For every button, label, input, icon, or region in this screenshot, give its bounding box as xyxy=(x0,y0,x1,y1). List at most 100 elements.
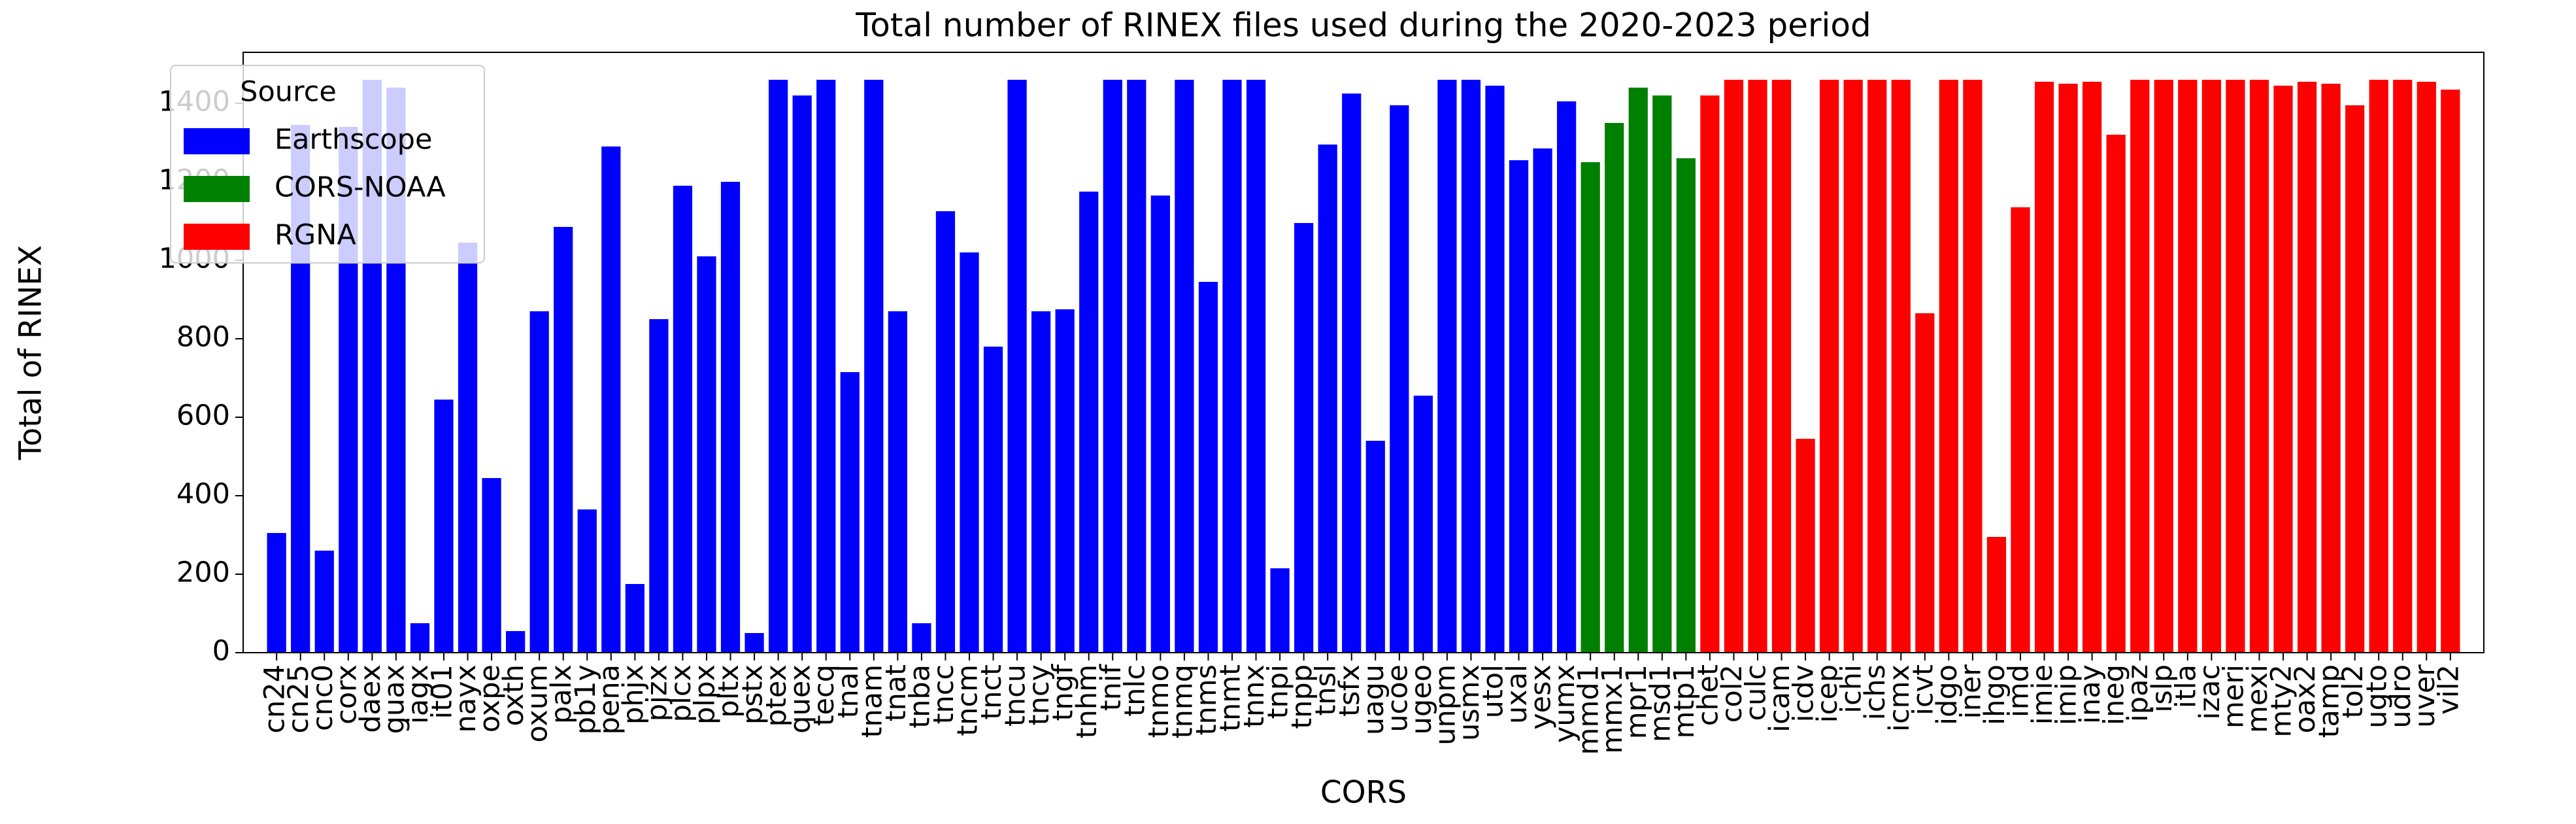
x-tick-label: tnms xyxy=(1190,664,1223,735)
x-tick-label: tncc xyxy=(928,664,960,724)
bar xyxy=(1390,105,1409,653)
bar xyxy=(1127,80,1146,653)
x-tick-label: guax xyxy=(378,664,410,734)
x-tick-label: mtp1 xyxy=(1668,664,1701,738)
x-tick-label: ihgo xyxy=(1979,664,2011,725)
bar xyxy=(1724,80,1744,653)
bar xyxy=(506,631,526,653)
x-tick-label: udro xyxy=(2384,664,2417,729)
x-tick-label: uagu xyxy=(1358,664,1390,735)
legend-swatch xyxy=(184,176,250,202)
bar xyxy=(912,623,931,653)
x-tick-label: tncu xyxy=(999,664,1032,727)
bar xyxy=(744,633,764,653)
y-tick-label: 200 xyxy=(176,557,230,589)
x-tick-label: tamp xyxy=(2313,664,2346,738)
bar xyxy=(2249,80,2269,653)
bar xyxy=(935,211,956,653)
x-tick-label: iner xyxy=(1954,664,1987,719)
x-axis-label: CORS xyxy=(1320,775,1407,811)
x-tick-label: ichs xyxy=(1859,664,1892,720)
bar xyxy=(2201,80,2221,653)
x-tick-label: corx xyxy=(330,664,363,725)
bar xyxy=(482,478,501,653)
x-tick-label: uxal xyxy=(1501,664,1533,724)
bar xyxy=(1581,162,1600,653)
bar xyxy=(1963,80,1982,653)
legend-label: Earthscope xyxy=(275,124,432,156)
bar xyxy=(1294,223,1314,653)
bar xyxy=(649,319,669,653)
x-tick-label: unpm xyxy=(1429,664,1462,746)
bar xyxy=(1986,537,2007,653)
x-tick-label: tsfx xyxy=(1333,664,1366,717)
x-tick-label: tnmq xyxy=(1166,664,1199,738)
bar xyxy=(314,551,334,653)
bar xyxy=(1318,145,1337,653)
bar xyxy=(2345,105,2365,653)
bar xyxy=(554,227,573,653)
bar xyxy=(1915,313,1935,653)
bar xyxy=(960,252,979,653)
x-tick-label: ugeo xyxy=(1405,664,1438,734)
x-tick-label: meri xyxy=(2217,664,2250,729)
x-tick-label: tnnx xyxy=(1238,664,1271,728)
legend-label: CORS-NOAA xyxy=(275,171,446,204)
bar xyxy=(1485,86,1505,653)
x-tick-label: palx xyxy=(545,664,578,724)
bar xyxy=(1222,80,1242,653)
x-tick-label: ineg xyxy=(2098,664,2131,725)
x-tick-label: tnhm xyxy=(1071,664,1103,738)
bar xyxy=(1103,80,1122,653)
x-tick-label: pjzx xyxy=(641,664,673,721)
x-tick-label: icmx xyxy=(1883,664,1916,732)
bar xyxy=(1509,160,1529,653)
bar xyxy=(2417,82,2436,653)
bar xyxy=(2369,80,2388,653)
x-tick-label: oxth xyxy=(497,664,530,727)
x-tick-label: uver xyxy=(2409,664,2441,728)
x-tick-label: cnc0 xyxy=(307,664,339,731)
x-tick-label: phjx xyxy=(617,664,650,725)
x-tick-label: msd1 xyxy=(1644,664,1677,742)
x-tick-label: ptex xyxy=(760,664,793,727)
x-tick-label: tnba xyxy=(903,664,936,729)
bar xyxy=(1437,80,1457,653)
bar xyxy=(1461,80,1481,653)
x-tick-label: tnif xyxy=(1095,664,1128,711)
x-tick-label: tnat xyxy=(880,664,912,721)
bar xyxy=(2106,135,2126,653)
bar xyxy=(2154,80,2173,653)
x-tick-label: col2 xyxy=(1716,664,1748,723)
bar xyxy=(673,186,693,653)
x-tick-label: iagx xyxy=(402,664,435,724)
x-tick-label: cn24 xyxy=(259,664,292,734)
bar xyxy=(1150,196,1170,653)
legend-swatch xyxy=(184,224,250,250)
x-tick-label: vil2 xyxy=(2432,664,2465,715)
bar xyxy=(1413,396,1433,653)
x-tick-label: quex xyxy=(784,664,817,734)
x-tick-label: tnam xyxy=(856,664,888,738)
bar xyxy=(267,533,286,653)
y-tick-label: 800 xyxy=(176,321,230,354)
bar xyxy=(1605,123,1624,653)
x-tick-label: utol xyxy=(1477,664,1510,718)
bar xyxy=(577,509,597,653)
chart-title: Total number of RINEX files used during … xyxy=(855,7,1871,44)
x-tick-label: itla xyxy=(2169,664,2202,708)
bar xyxy=(1246,80,1266,653)
x-tick-label: it01 xyxy=(426,664,458,719)
x-tick-label: mty2 xyxy=(2266,664,2298,738)
x-tick-label: yesx xyxy=(1525,664,1558,730)
bar xyxy=(1557,101,1577,653)
legend-title: Source xyxy=(240,76,337,109)
bar xyxy=(697,256,716,653)
x-tick-label: tnsl xyxy=(1310,664,1343,715)
bar xyxy=(2226,80,2245,653)
x-tick-label: tecq xyxy=(808,664,841,726)
bar xyxy=(1270,568,1290,653)
bar xyxy=(816,80,836,653)
bar xyxy=(864,80,884,653)
